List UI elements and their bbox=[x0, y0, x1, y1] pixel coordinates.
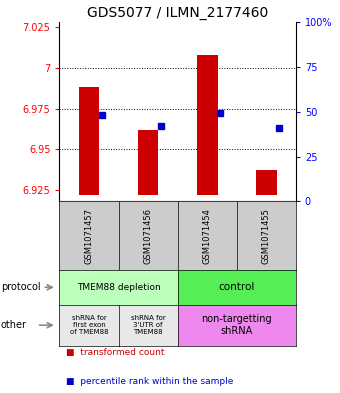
Bar bbox=[197, 55, 218, 195]
Bar bbox=[256, 170, 277, 195]
Text: GSM1071457: GSM1071457 bbox=[85, 208, 94, 264]
Bar bbox=[79, 87, 99, 195]
Text: other: other bbox=[1, 320, 27, 330]
Bar bbox=[138, 130, 158, 195]
Text: control: control bbox=[219, 282, 255, 292]
Text: protocol: protocol bbox=[1, 282, 40, 292]
Text: GSM1071456: GSM1071456 bbox=[143, 208, 153, 264]
Text: ■  transformed count: ■ transformed count bbox=[66, 349, 165, 357]
Title: GDS5077 / ILMN_2177460: GDS5077 / ILMN_2177460 bbox=[87, 6, 268, 20]
Text: shRNA for
first exon
of TMEM88: shRNA for first exon of TMEM88 bbox=[70, 315, 108, 335]
Text: GSM1071454: GSM1071454 bbox=[203, 208, 212, 264]
Text: non-targetting
shRNA: non-targetting shRNA bbox=[201, 314, 272, 336]
Text: ■  percentile rank within the sample: ■ percentile rank within the sample bbox=[66, 377, 234, 386]
Text: shRNA for
3'UTR of
TMEM88: shRNA for 3'UTR of TMEM88 bbox=[131, 315, 166, 335]
Text: GSM1071455: GSM1071455 bbox=[262, 208, 271, 264]
Text: TMEM88 depletion: TMEM88 depletion bbox=[77, 283, 160, 292]
